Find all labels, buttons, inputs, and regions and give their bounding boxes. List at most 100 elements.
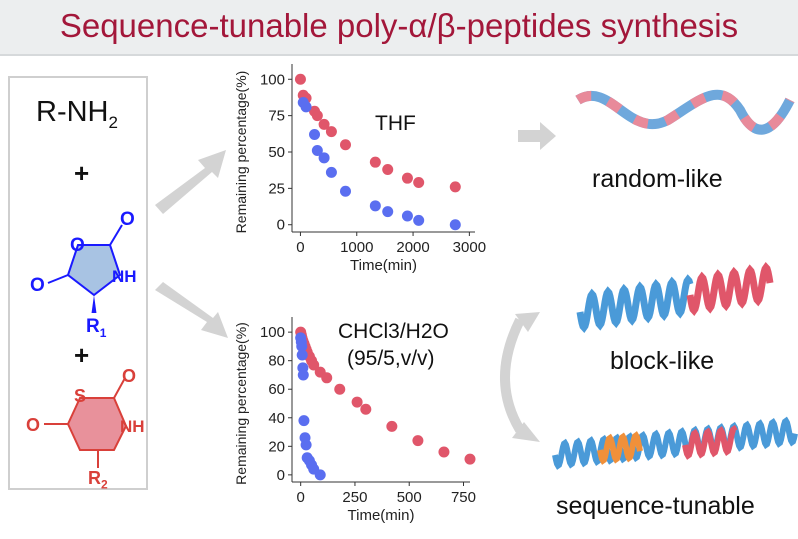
- data-point-red: [401, 172, 413, 184]
- x-axis-label: Time(min): [348, 507, 415, 524]
- x-tick-label: 1000: [340, 239, 373, 256]
- amine-sub: 2: [108, 112, 118, 132]
- data-point-blue: [325, 166, 337, 178]
- ntca-nh: NH: [120, 417, 145, 436]
- data-point-red: [413, 177, 425, 189]
- x-tick-label: 250: [342, 489, 367, 506]
- data-point-red: [382, 163, 394, 175]
- data-point-blue: [297, 369, 309, 381]
- x-tick-label: 0: [296, 239, 304, 256]
- nca-o-left: O: [30, 275, 45, 296]
- y-tick-label: 0: [277, 217, 285, 234]
- random-polymer-segments: [575, 89, 795, 135]
- data-point-red: [360, 403, 372, 415]
- data-point-blue: [401, 210, 413, 222]
- annotation-ratio: (95/5,v/v): [347, 347, 435, 370]
- data-point-red: [449, 181, 461, 193]
- y-tick-label: 100: [260, 71, 285, 88]
- data-point-blue: [300, 101, 312, 113]
- data-point-red: [318, 118, 330, 130]
- r1-sub: 1: [99, 325, 107, 340]
- data-point-blue: [296, 340, 308, 352]
- data-point-blue: [309, 129, 321, 141]
- data-point-red: [311, 110, 323, 122]
- x-tick-label: 3000: [453, 239, 486, 256]
- data-point-red: [321, 372, 333, 384]
- arc-arrows-icon: [500, 317, 525, 433]
- block-helix-blue-icon: [576, 274, 694, 333]
- data-point-red: [351, 396, 363, 408]
- ntca-o-carbonyl: O: [122, 368, 136, 386]
- data-point-blue: [369, 200, 381, 212]
- data-point-red: [308, 359, 320, 371]
- r2-sub: 2: [101, 477, 108, 492]
- y-tick-label: 20: [268, 438, 285, 455]
- arrow-up-icon: [155, 150, 226, 214]
- nca-o-ring: O: [70, 235, 85, 256]
- tunable-helix-orange-icon: [597, 431, 643, 465]
- x-axis-label: Time(min): [350, 257, 417, 274]
- ntca-s: S: [74, 386, 86, 406]
- plus-2: +: [74, 340, 90, 370]
- data-point-blue: [314, 469, 326, 481]
- y-axis-label: Remaining percentage(%): [233, 322, 249, 485]
- arc-arrowhead-down-icon: [512, 422, 540, 442]
- x-tick-label: 0: [297, 489, 305, 506]
- data-point-red: [438, 446, 450, 458]
- x-tick-label: 750: [451, 489, 476, 506]
- nca-o-carbonyl: O: [120, 209, 135, 230]
- data-point-blue: [382, 206, 394, 218]
- y-axis-label: Remaining percentage(%): [233, 71, 249, 234]
- data-point-blue: [298, 415, 310, 427]
- chart-thf: 0 1000 2000 3000 0 25 50 75 100 Time(min) Remainin…: [233, 64, 486, 274]
- data-point-red: [294, 73, 306, 85]
- data-point-blue: [449, 219, 461, 231]
- data-point-blue: [300, 439, 312, 451]
- y-tick-label: 25: [268, 180, 285, 197]
- nca-nh: NH: [112, 267, 137, 286]
- nca-r1: R1: [86, 316, 106, 340]
- page-title: Sequence-tunable poly-α/β-peptides synth…: [0, 0, 798, 56]
- data-point-blue: [311, 145, 323, 157]
- arrow-right-icon: [518, 122, 556, 150]
- amine-text: R-NH: [36, 96, 109, 128]
- amine-label: R-NH2: [36, 96, 118, 133]
- data-point-red: [339, 139, 351, 151]
- block-helix-red-icon: [686, 262, 774, 316]
- nca-structure: O O O NH: [30, 209, 137, 313]
- data-point-blue: [318, 152, 330, 164]
- x-tick-label: 500: [397, 489, 422, 506]
- data-point-red: [386, 420, 398, 432]
- annotation-thf: THF: [375, 112, 416, 135]
- arc-arrowhead-up-icon: [515, 312, 540, 332]
- reagents-box: R-NH2 + O O O NH R1 + S O O NH R2: [8, 76, 148, 492]
- ntca-r2: R2: [88, 468, 108, 492]
- y-tick-label: 100: [260, 324, 285, 341]
- y-tick-label: 40: [268, 410, 285, 427]
- y-tick-label: 80: [268, 353, 285, 370]
- x-tick-label: 2000: [396, 239, 429, 256]
- tunable-helix-icon: [552, 416, 798, 470]
- ntca-o-left: O: [26, 415, 40, 435]
- r1-text: R: [86, 316, 100, 337]
- sequence-tunable-label: sequence-tunable: [556, 492, 755, 520]
- r2-text: R: [88, 468, 101, 488]
- data-point-red: [412, 435, 424, 447]
- random-like-label: random-like: [592, 165, 723, 193]
- data-point-blue: [296, 349, 308, 361]
- y-tick-label: 60: [268, 381, 285, 398]
- arrow-down-icon: [155, 282, 228, 338]
- chart-chcl3: 0 250 500 750 0 20 40 60 80 100 Time(min) Remaining…: [233, 317, 476, 524]
- y-tick-label: 0: [277, 467, 285, 484]
- block-like-label: block-like: [610, 347, 715, 375]
- data-point-red: [369, 156, 381, 168]
- y-tick-label: 50: [268, 144, 285, 161]
- y-tick-label: 75: [268, 108, 285, 125]
- plus-1: +: [74, 158, 90, 188]
- data-point-blue: [413, 214, 425, 226]
- data-point-blue: [339, 185, 351, 197]
- annotation-solvent: CHCl3/H2O: [338, 320, 449, 343]
- data-point-red: [464, 453, 476, 465]
- data-point-red: [334, 383, 346, 395]
